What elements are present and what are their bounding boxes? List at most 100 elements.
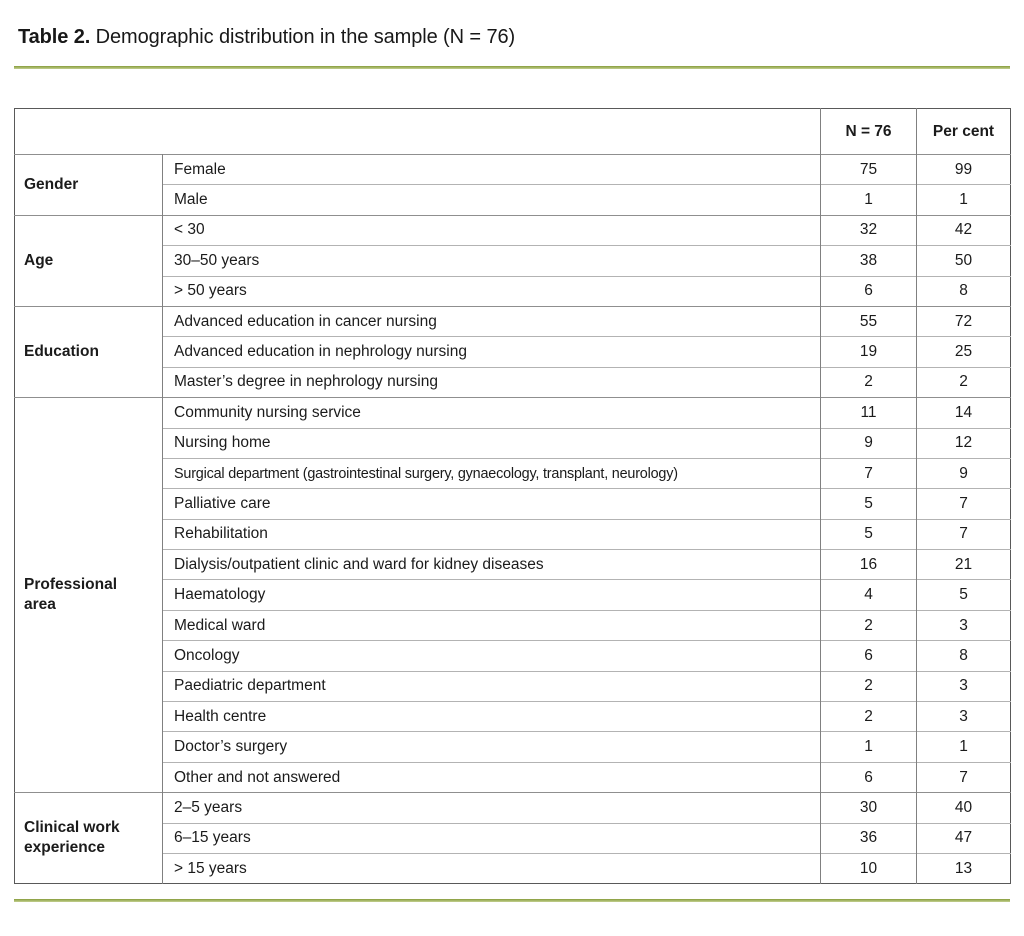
row-n-value: 10	[820, 852, 917, 884]
row-n-value: 9	[820, 427, 917, 459]
row-n-value: 6	[820, 275, 917, 307]
category-cell: Clinical work experience	[14, 792, 163, 884]
row-n-value: 2	[820, 609, 917, 641]
row-label: Rehabilitation	[162, 518, 821, 550]
row-percent-value: 3	[916, 670, 1011, 702]
row-n-value: 55	[820, 305, 917, 337]
row-label: 6–15 years	[162, 822, 821, 854]
row-label: Surgical department (gastrointestinal su…	[162, 457, 821, 489]
row-n-value: 2	[820, 701, 917, 732]
row-n-value: 36	[820, 822, 917, 854]
row-label: Community nursing service	[162, 397, 821, 429]
table-row: Other and not answered 6 7	[15, 761, 1011, 793]
row-n-value: 16	[820, 549, 917, 580]
table-row: Education Advanced education in cancer nu…	[14, 305, 1011, 398]
row-n-value: 6	[820, 761, 917, 793]
row-percent-value: 12	[916, 427, 1011, 459]
row-label: Paediatric department	[162, 670, 821, 702]
row-percent-value: 50	[916, 245, 1011, 277]
table-body: N = 76 Per cent Gender Female 75 99 Male 1 1 Ag…	[14, 108, 1011, 884]
row-label: Other and not answered	[162, 761, 821, 793]
row-label: Nursing home	[162, 427, 821, 459]
row-percent-value: 3	[916, 701, 1011, 732]
row-percent-value: 72	[916, 305, 1011, 337]
table-row: > 15 years 10 13	[15, 852, 1011, 884]
row-percent-value: 13	[916, 852, 1011, 884]
row-label: Advanced education in cancer nursing	[162, 305, 821, 337]
row-percent-value: 7	[916, 518, 1011, 550]
demographics-table: N = 76 Per cent Gender Female 75 99 Male 1 1 Ag…	[14, 108, 1011, 885]
row-label: Palliative care	[162, 488, 821, 520]
row-n-value: 7	[820, 457, 917, 489]
row-label: Medical ward	[162, 609, 821, 641]
bottom-divider-rule	[14, 899, 1010, 902]
row-percent-value: 99	[916, 153, 1011, 185]
row-label: 30–50 years	[162, 245, 821, 277]
row-label: > 15 years	[162, 852, 821, 884]
row-percent-value: 21	[916, 549, 1011, 580]
row-label: 2–5 years	[162, 792, 821, 824]
table-row: Clinical work experience 2–5 years 30 40	[14, 792, 1011, 884]
row-label: Doctor’s surgery	[162, 731, 821, 763]
top-divider-rule	[14, 66, 1010, 69]
row-label: Female	[162, 153, 821, 185]
row-n-value: 2	[820, 366, 917, 398]
table-caption-number: Table 2.	[18, 26, 91, 48]
row-n-value: 2	[820, 670, 917, 702]
row-label: Advanced education in nephrology nursing	[162, 336, 821, 368]
row-label: Master’s degree in nephrology nursing	[162, 366, 821, 398]
table-row: Haematology 4 5	[15, 579, 1011, 611]
table-row: > 50 years 6 8	[15, 275, 1011, 307]
table-row: Professional area Community nursing servi…	[14, 397, 1011, 793]
table-row: Doctor’s surgery 1 1	[15, 731, 1011, 763]
row-label: > 50 years	[162, 275, 821, 307]
table-row: Surgical department (gastrointestinal su…	[15, 457, 1011, 489]
table-row: 6–15 years 36 47	[15, 822, 1011, 854]
row-label: Oncology	[162, 640, 821, 672]
row-n-value: 11	[820, 397, 917, 429]
row-label: Health centre	[162, 701, 821, 732]
table-row: Palliative care 5 7	[15, 488, 1011, 520]
row-percent-value: 8	[916, 640, 1011, 672]
table-row: Advanced education in nephrology nursing…	[15, 336, 1011, 368]
row-n-value: 6	[820, 640, 917, 672]
row-percent-value: 8	[916, 275, 1011, 307]
table-row: Dialysis/outpatient clinic and ward for …	[15, 549, 1011, 580]
table-row: Age < 30 32 42	[14, 214, 1011, 307]
category-cell: Professional area	[14, 397, 163, 793]
table-row: Rehabilitation 5 7	[15, 518, 1011, 550]
row-percent-value: 1	[916, 731, 1011, 763]
row-percent-value: 47	[916, 822, 1011, 854]
category-cell: Education	[14, 305, 163, 398]
row-label: Dialysis/outpatient clinic and ward for …	[162, 549, 821, 580]
row-n-value: 5	[820, 488, 917, 520]
row-n-value: 19	[820, 336, 917, 368]
category-cell: Age	[14, 214, 163, 307]
table-row: Gender Female 75 99	[14, 153, 1011, 216]
header-percent-cell: Per cent	[932, 122, 995, 140]
table-row: Oncology 6 8	[15, 640, 1011, 672]
row-label: < 30	[162, 214, 821, 246]
row-label: Haematology	[162, 579, 821, 611]
row-percent-value: 5	[916, 579, 1011, 611]
row-n-value: 75	[820, 153, 917, 185]
header-n-cell: N = 76	[820, 108, 917, 155]
table-row: Health centre 2 3	[15, 701, 1011, 732]
table-caption: Table 2. Demographic distribution in the…	[18, 24, 515, 50]
row-n-value: 4	[820, 579, 917, 611]
row-percent-value: 3	[916, 609, 1011, 641]
row-n-value: 1	[820, 731, 917, 763]
row-percent-value: 1	[916, 184, 1011, 216]
table-caption-text: Demographic distribution in the sample (…	[90, 26, 516, 48]
row-percent-value: 40	[916, 792, 1011, 824]
table-row: Master’s degree in nephrology nursing 2 2	[15, 366, 1011, 398]
row-n-value: 32	[820, 214, 917, 246]
row-percent-value: 7	[916, 488, 1011, 520]
table-header-row: N = 76 Per cent	[14, 108, 1011, 155]
row-percent-value: 7	[916, 761, 1011, 793]
row-percent-value: 9	[916, 457, 1011, 489]
table-row: Medical ward 2 3	[15, 609, 1011, 641]
row-n-value: 30	[820, 792, 917, 824]
category-cell: Gender	[14, 154, 163, 216]
row-percent-value: 14	[916, 397, 1011, 429]
